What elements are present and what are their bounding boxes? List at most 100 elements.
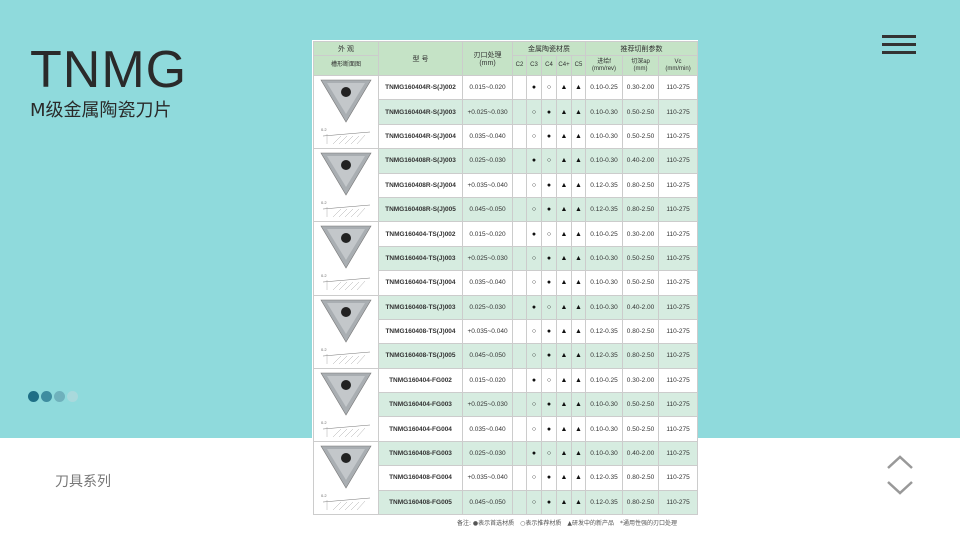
speed-cell: 110-275 (658, 318, 699, 345)
depth-cell: 0.80-2.50 (622, 465, 660, 491)
pagination-dot[interactable] (54, 391, 65, 402)
material-cell: ▲ (570, 343, 587, 369)
hamburger-menu-icon[interactable] (882, 35, 916, 55)
material-cell: ● (526, 294, 542, 320)
model-cell: TNMG160404-TS(J)004 (378, 270, 463, 296)
header-materials: 金属陶瓷材质 (511, 41, 587, 56)
model-cell: TNMG160404R-S(J)002 (378, 74, 463, 101)
edge-cell: +0.025~0.030 (462, 99, 513, 125)
pagination-dot[interactable] (67, 391, 78, 402)
page-title: TNMG (30, 41, 188, 99)
material-cell (512, 74, 527, 101)
material-cell: ▲ (570, 367, 587, 394)
material-cell: ▲ (556, 416, 572, 442)
material-cell: ○ (526, 196, 542, 223)
pagination-dot[interactable] (41, 391, 52, 402)
table-row: TNMG160404R-S(J)003 +0.025~0.030 ○ ● ▲ ▲ 0.10-… (314, 99, 699, 125)
model-cell: TNMG160408R-S(J)005 (378, 196, 463, 223)
edge-cell: +0.035~0.040 (462, 465, 513, 491)
material-cell: ▲ (570, 172, 587, 198)
edge-cell: 0.035~0.040 (462, 270, 513, 296)
material-cell: ○ (541, 74, 557, 101)
edge-cell: 0.025~0.030 (462, 440, 513, 467)
header-c2: C2 (512, 55, 527, 76)
edge-cell: 0.015~0.020 (462, 367, 513, 394)
material-cell: ● (526, 148, 542, 174)
material-cell: ● (541, 465, 557, 491)
speed-cell: 110-275 (658, 123, 699, 150)
material-cell: ● (541, 270, 557, 296)
page-subtitle: M级金属陶瓷刀片 (30, 100, 172, 121)
header-c3: C3 (526, 55, 542, 76)
depth-cell: 0.50-2.50 (622, 270, 660, 296)
speed-cell: 110-275 (658, 148, 699, 174)
material-cell (512, 416, 527, 442)
pagination-dot[interactable] (28, 391, 39, 402)
insert-image: 0.2 (313, 440, 379, 516)
speed-cell: 110-275 (658, 367, 699, 394)
material-cell: ● (541, 172, 557, 198)
model-cell: TNMG160408-TS(J)005 (378, 343, 463, 369)
feed-cell: 0.10-0.30 (585, 245, 624, 272)
model-cell: TNMG160404-TS(J)002 (378, 221, 463, 247)
edge-cell: +0.025~0.030 (462, 392, 513, 418)
depth-cell: 0.80-2.50 (622, 318, 660, 345)
material-cell: ● (541, 489, 557, 516)
material-cell (512, 318, 527, 345)
feed-cell: 0.10-0.30 (585, 123, 624, 150)
material-cell: ▲ (570, 465, 587, 491)
table-row: 0.2 TNMG160408R-S(J)003 0.025~0.030 ● ○ ▲ ▲ 0.1… (313, 148, 699, 223)
feed-cell: 0.10-0.25 (585, 74, 624, 101)
depth-cell: 0.50-2.50 (622, 416, 660, 442)
svg-text:0.2: 0.2 (321, 493, 327, 498)
material-cell: ▲ (570, 99, 587, 125)
depth-cell: 0.50-2.50 (622, 245, 660, 272)
speed-cell: 110-275 (658, 245, 699, 272)
material-cell (512, 99, 527, 125)
insert-image: 0.2 (313, 221, 379, 296)
depth-cell: 0.80-2.50 (622, 172, 660, 198)
edge-cell: 0.025~0.030 (462, 294, 513, 320)
material-cell: ● (541, 99, 557, 125)
material-cell: ● (526, 367, 542, 394)
model-cell: TNMG160408-TS(J)004 (378, 318, 463, 345)
model-cell: TNMG160408-FG003 (378, 440, 463, 467)
depth-cell: 0.40-2.00 (622, 440, 660, 467)
material-cell: ○ (526, 416, 542, 442)
material-cell: ▲ (570, 196, 587, 223)
feed-cell: 0.10-0.30 (585, 416, 624, 442)
material-cell: ● (541, 318, 557, 345)
material-cell: ○ (541, 221, 557, 247)
svg-text:0.2: 0.2 (321, 200, 327, 205)
series-label: 刀具系列 (55, 474, 111, 490)
header-params: 推荐切削参数 (585, 41, 699, 56)
material-cell: ▲ (556, 196, 572, 223)
material-cell: ○ (526, 99, 542, 125)
edge-cell: +0.035~0.040 (462, 318, 513, 345)
table-row: TNMG160404-TS(J)003 +0.025~0.030 ○ ● ▲ ▲ 0.10-… (314, 245, 699, 272)
feed-cell: 0.10-0.25 (585, 221, 624, 247)
chevron-down-icon[interactable] (887, 481, 913, 495)
table-row: TNMG160408R-S(J)004 +0.035~0.040 ○ ● ▲ ▲ 0.12-… (314, 172, 699, 198)
feed-cell: 0.10-0.30 (585, 440, 624, 467)
spec-table: 外 观 型 号 刃口处理 (mm) 金属陶瓷材质 推荐切削参数 槽形断面图 C2 … (313, 41, 699, 516)
speed-cell: 110-275 (658, 416, 699, 442)
material-cell (512, 343, 527, 369)
speed-cell: 110-275 (658, 392, 699, 418)
table-row: 0.2 TNMG160404-FG002 0.015~0.020 ● ○ ▲ ▲ 0.10-0… (313, 367, 699, 442)
feed-cell: 0.10-0.30 (585, 270, 624, 296)
material-cell (512, 465, 527, 491)
material-cell: ● (541, 245, 557, 272)
chevron-up-icon[interactable] (887, 455, 913, 469)
material-cell: ● (541, 416, 557, 442)
header-groove-section: 槽形断面图 (313, 55, 379, 76)
table-row: TNMG160408-TS(J)004 +0.035~0.040 ○ ● ▲ ▲ 0.12-… (314, 318, 699, 345)
material-cell: ▲ (556, 270, 572, 296)
header-feed: 进给f (mm/rev) (585, 55, 624, 76)
table-row: TNMG160408-TS(J)005 0.045~0.050 ○ ● ▲ ▲ 0.12-0… (314, 343, 699, 369)
table-row: 0.2 TNMG160404R-S(J)002 0.015~0.020 ● ○ ▲ ▲ 0.1… (313, 74, 699, 150)
material-cell (512, 367, 527, 394)
speed-cell: 110-275 (658, 74, 699, 101)
insert-image: 0.2 (313, 367, 379, 442)
material-cell: ▲ (570, 74, 587, 101)
